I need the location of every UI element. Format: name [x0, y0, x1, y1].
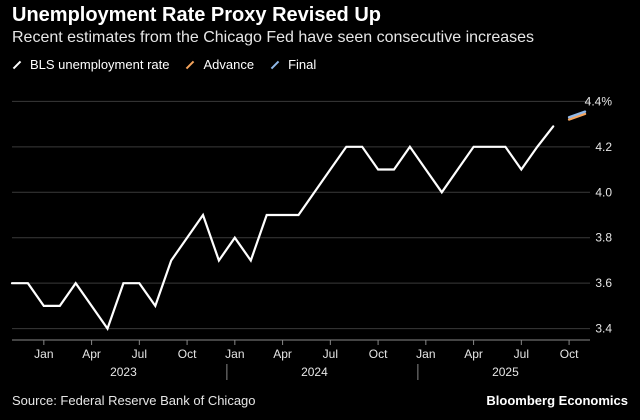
x-tick-label: Jan	[34, 347, 53, 361]
y-tick-label: 3.4	[595, 322, 612, 336]
x-tick-label: Oct	[560, 347, 579, 361]
x-tick-label: Jul	[323, 347, 338, 361]
x-tick-label: Oct	[369, 347, 388, 361]
brand-label: Bloomberg Economics	[486, 393, 628, 408]
source-note: Source: Federal Reserve Bank of Chicago	[12, 393, 256, 408]
x-tick-label: Oct	[178, 347, 197, 361]
legend-item-bls: BLS unemployment rate	[12, 57, 169, 72]
chart-title: Unemployment Rate Proxy Revised Up	[12, 4, 381, 26]
advance-series-line	[567, 112, 587, 121]
x-tick-label: Apr	[464, 347, 483, 361]
year-label: 2023	[110, 365, 137, 379]
x-tick-label: Jul	[132, 347, 147, 361]
year-label: 2024	[301, 365, 328, 379]
y-tick-label: 4.4%	[585, 94, 613, 108]
legend-label-bls: BLS unemployment rate	[30, 57, 170, 72]
legend: BLS unemployment rate Advance Final	[12, 57, 332, 72]
y-tick-label: 4.0	[595, 185, 612, 199]
chart-subtitle: Recent estimates from the Chicago Fed ha…	[12, 29, 535, 46]
y-tick-label: 4.2	[595, 140, 612, 154]
final-series-line	[567, 110, 587, 119]
legend-item-final: Final	[270, 57, 316, 72]
year-label: 2025	[492, 365, 519, 379]
x-tick-label: Jan	[416, 347, 435, 361]
y-tick-label: 3.6	[595, 276, 612, 290]
x-tick-label: Apr	[82, 347, 101, 361]
x-tick-label: Apr	[273, 347, 292, 361]
legend-item-advance: Advance	[185, 57, 254, 72]
x-tick-label: Jan	[225, 347, 244, 361]
y-tick-label: 3.8	[595, 231, 612, 245]
legend-label-final: Final	[288, 57, 317, 72]
legend-label-advance: Advance	[203, 57, 255, 72]
bls-series-line	[10, 125, 555, 331]
x-tick-label: Jul	[514, 347, 529, 361]
